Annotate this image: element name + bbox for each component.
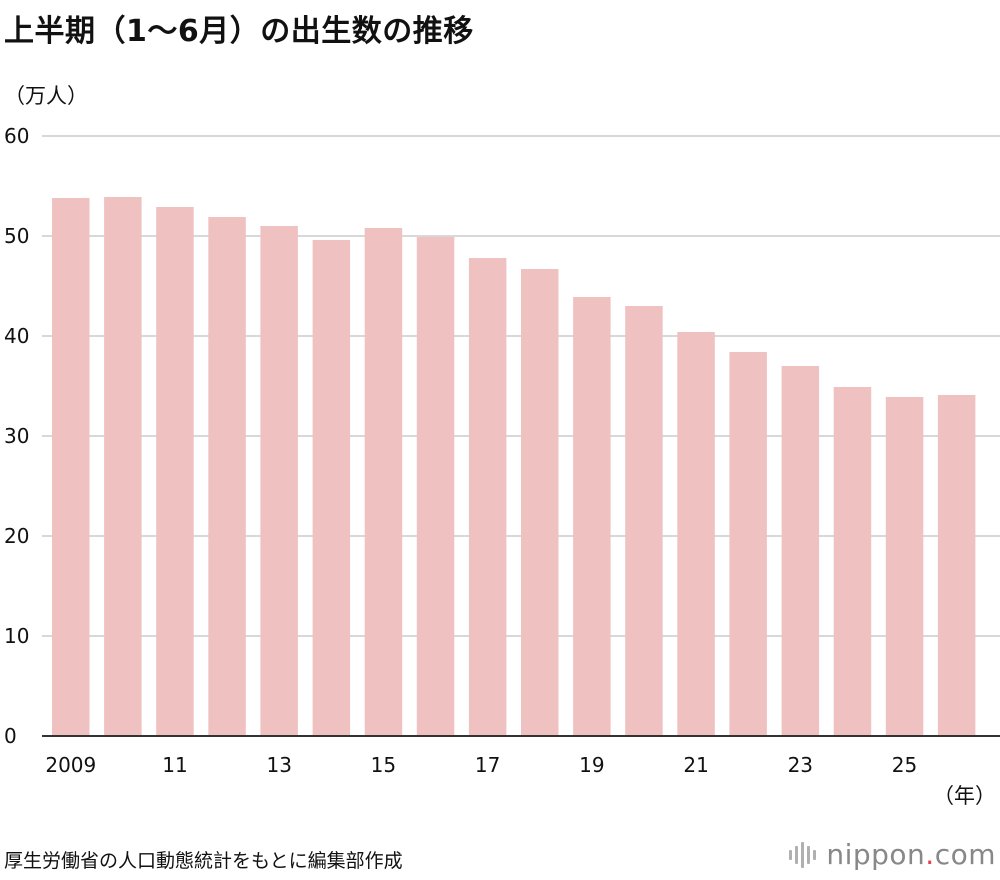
bar-2014 bbox=[312, 240, 351, 736]
x-tick-label: 25 bbox=[892, 753, 917, 777]
y-tick-label: 0 bbox=[4, 724, 17, 748]
source-note: 厚生労働省の人口動態統計をもとに編集部作成 bbox=[4, 850, 403, 872]
bar-2016 bbox=[416, 237, 455, 736]
y-tick-label: 10 bbox=[4, 624, 29, 648]
bar-chart: 0 10 20 30 40 50 60 2009 11 13 15 17 19 21 23 25 bbox=[4, 124, 1000, 777]
x-tick-label: 21 bbox=[683, 753, 708, 777]
y-tick-label: 20 bbox=[4, 524, 29, 548]
bar-2021 bbox=[677, 332, 715, 736]
brand-suffix: com bbox=[934, 838, 996, 871]
bar-2013 bbox=[260, 226, 298, 736]
bars bbox=[52, 197, 976, 736]
x-tick-label: 13 bbox=[266, 753, 291, 777]
bar-2010 bbox=[104, 197, 142, 736]
bar-2011 bbox=[156, 207, 194, 736]
x-tick-label: 11 bbox=[162, 753, 187, 777]
x-tick-label: 17 bbox=[475, 753, 500, 777]
chart-title: 上半期（1〜6月）の出生数の推移 bbox=[4, 14, 474, 49]
bar-2024 bbox=[833, 387, 872, 736]
y-tick-label: 60 bbox=[4, 124, 29, 148]
x-tick-label: 23 bbox=[788, 753, 813, 777]
bar-2019 bbox=[573, 297, 611, 736]
x-tick-label: 15 bbox=[371, 753, 396, 777]
bar-2017 bbox=[468, 258, 507, 736]
bar-2018 bbox=[521, 269, 559, 736]
x-tick-labels: 2009 11 13 15 17 19 21 23 25 bbox=[45, 753, 917, 777]
y-tick-labels: 0 10 20 30 40 50 60 bbox=[4, 124, 29, 748]
x-axis-unit-label: （年） bbox=[933, 784, 996, 808]
brand-name: nippon bbox=[826, 838, 926, 871]
bar-2012 bbox=[208, 217, 246, 736]
y-tick-label: 30 bbox=[4, 424, 29, 448]
y-tick-label: 40 bbox=[4, 324, 29, 348]
bar-2025 bbox=[885, 397, 924, 736]
brand-dot: . bbox=[925, 838, 935, 871]
y-tick-label: 50 bbox=[4, 224, 29, 248]
bar-2023 bbox=[781, 366, 820, 736]
bar-2015 bbox=[364, 228, 403, 736]
bar-2026 bbox=[937, 395, 976, 736]
y-axis-unit-label: （万人） bbox=[4, 84, 88, 108]
bar-2022 bbox=[729, 352, 767, 736]
x-tick-label: 2009 bbox=[45, 753, 96, 777]
brand-bars-icon bbox=[789, 841, 817, 868]
x-tick-label: 19 bbox=[579, 753, 604, 777]
bar-2009 bbox=[52, 198, 90, 736]
brand-logo: nippon. com bbox=[789, 838, 996, 871]
bar-2020 bbox=[625, 306, 663, 736]
